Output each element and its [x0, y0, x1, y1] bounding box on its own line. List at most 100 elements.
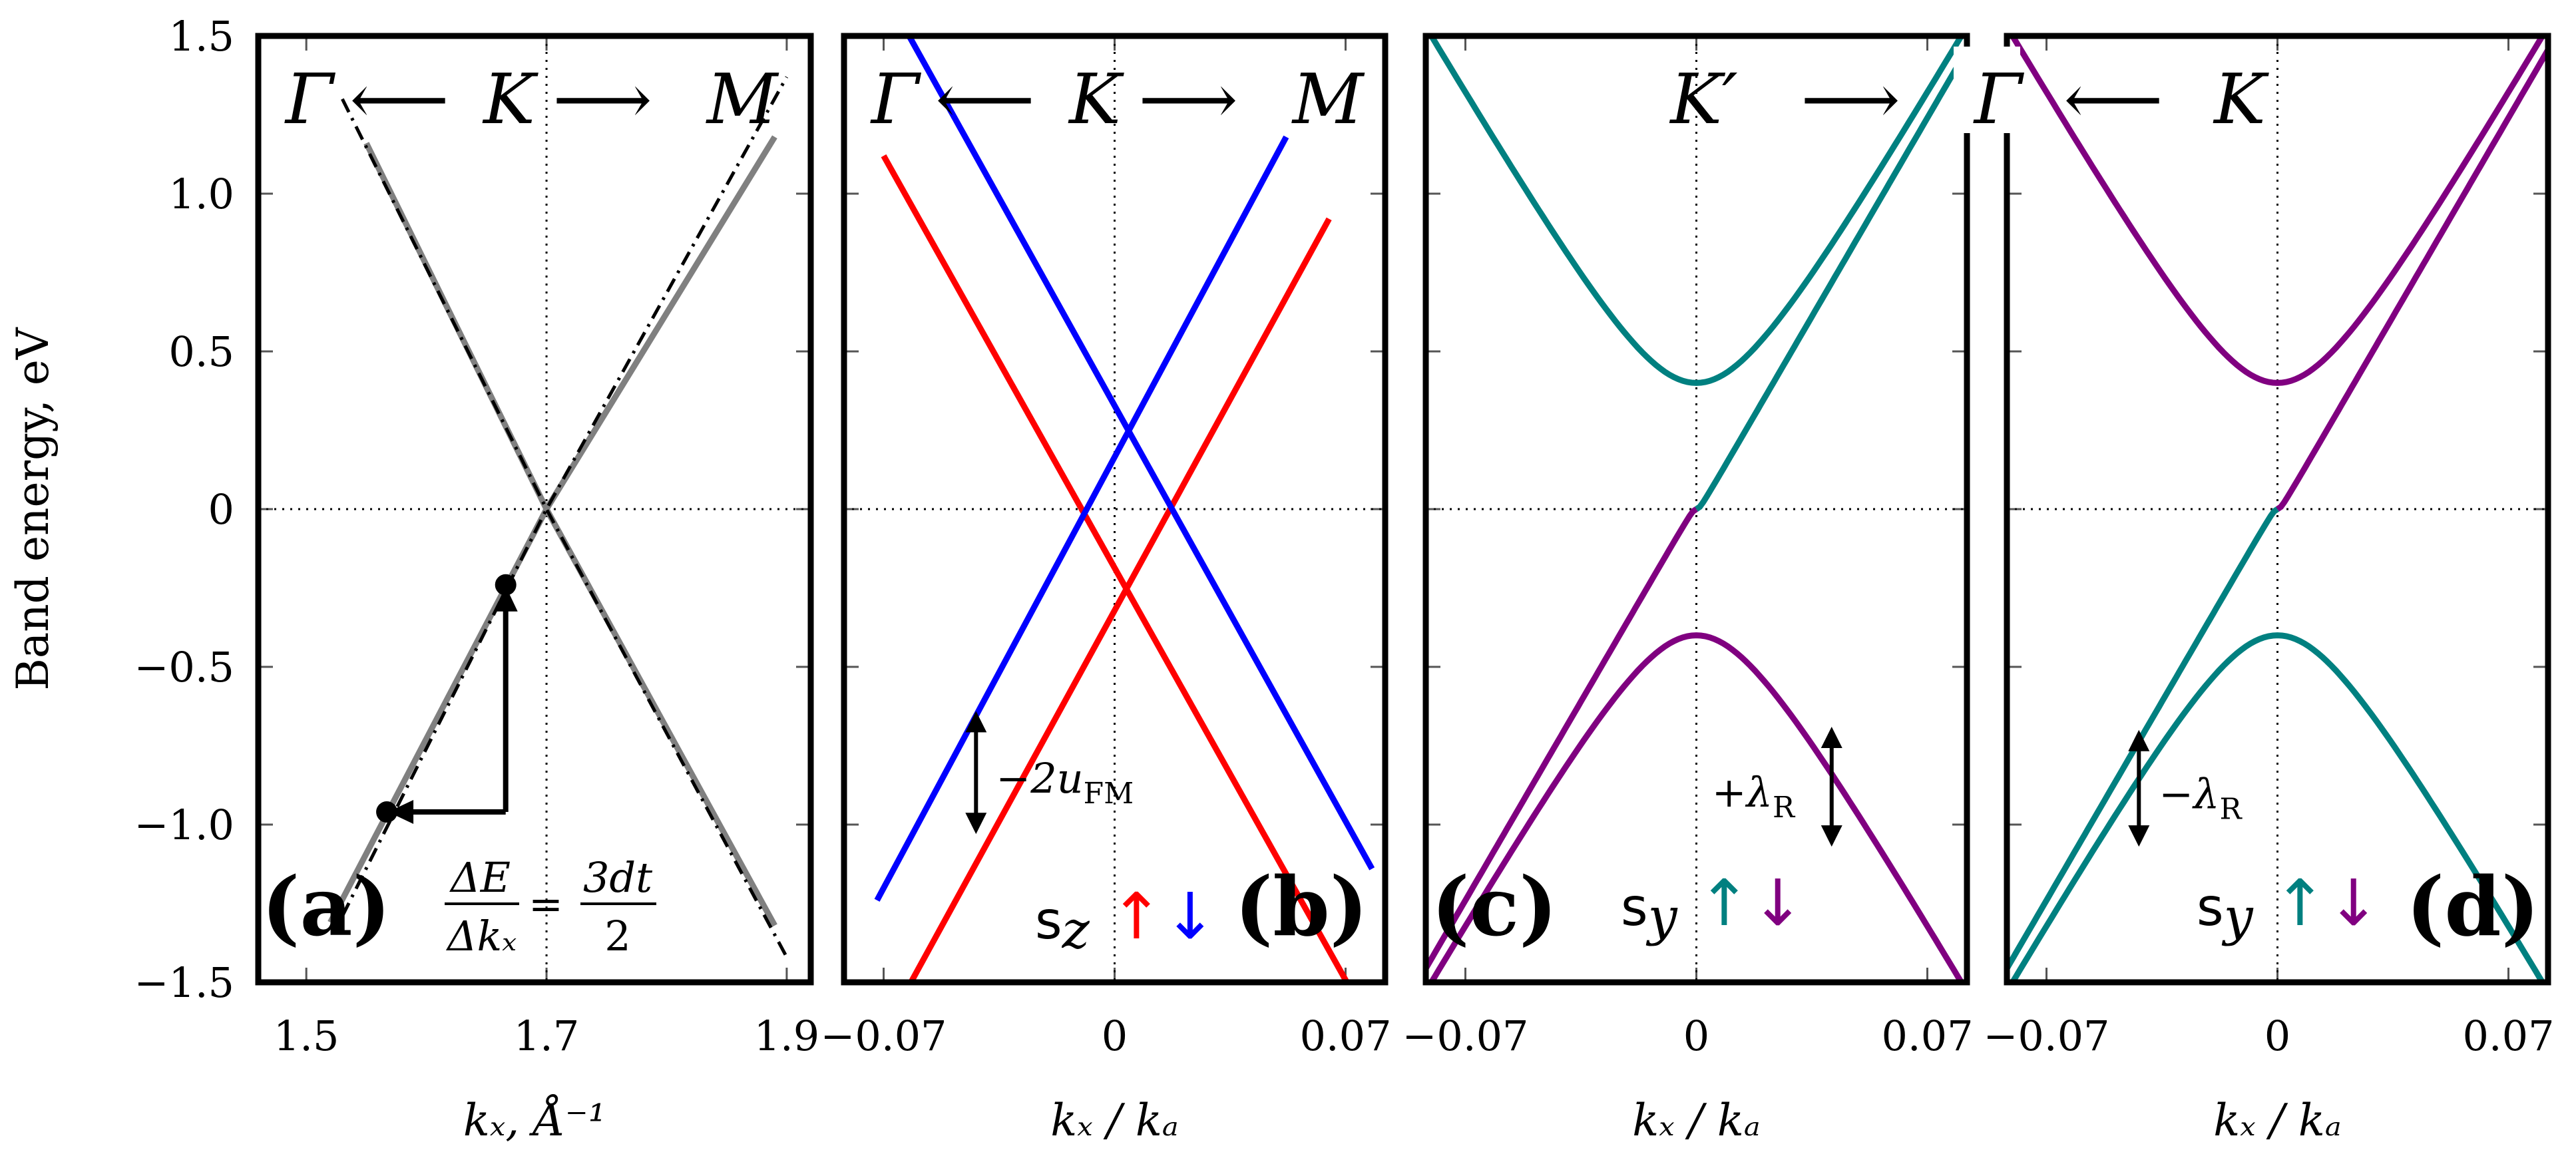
panel-a-tag: (a)	[262, 859, 391, 954]
panel-b-path-label-4: ⟶	[1138, 59, 1237, 140]
panel-c-spin-part-2: y	[1646, 887, 1678, 947]
panel-a-xtick-label: 1.7	[514, 1012, 580, 1060]
panel-b-plot-area	[874, 36, 1375, 982]
panel-b-gap-label: −2uFM	[996, 754, 1134, 811]
panel-b-spin-part-3: ↑	[1090, 879, 1164, 954]
panel-b-xtick-label: 0.07	[1299, 1012, 1391, 1060]
panel-d-spin-part-1: s	[2197, 878, 2224, 938]
panel-d-gap-label: −λR	[2159, 769, 2243, 826]
panel-b-path-label-3: K	[1068, 59, 1124, 140]
panel-b-gap-label-sub: FM	[1084, 777, 1134, 811]
formula-delta-e: ΔE	[449, 853, 511, 902]
panel-b-xtick-label: 0	[1102, 1012, 1128, 1060]
panel-d-xtick-label: 0.07	[2462, 1012, 2554, 1060]
panel-c-series-1	[1428, 36, 1965, 386]
panel-c-spin-label: sy ↑↓	[1621, 866, 1805, 947]
panel-b-xlabel: kₓ / kₐ	[1050, 1095, 1178, 1146]
gamma-label-backing	[1954, 47, 2020, 133]
panel-d-spin-part-3: ↑	[2253, 866, 2327, 940]
panel-c-spin-part-4: ↓	[1751, 866, 1805, 940]
panel-d-series-1	[2009, 36, 2546, 386]
panel-c-xtick-label: 0.07	[1881, 1012, 1973, 1060]
panel-c-xtick-label: −0.07	[1402, 1012, 1528, 1060]
panel-a-path-label-3: K	[482, 59, 538, 140]
panel-d-tag: (d)	[2406, 859, 2540, 954]
panel-a-series-3	[341, 98, 789, 958]
data-point	[495, 574, 517, 596]
delta-k-arrowhead	[388, 800, 414, 825]
ytick-label: 0.5	[168, 327, 234, 376]
panel-d-plot-area	[2007, 36, 2548, 982]
panel-b-gap-arrowhead-bottom	[965, 813, 987, 835]
panel-a-path-label-2: ⟵	[349, 59, 449, 140]
panel-c-path-label-3: Γ	[1973, 59, 2025, 140]
panel-a-series-1	[363, 142, 777, 927]
formula-numerator: 3dt	[583, 853, 652, 902]
panel-d-path-label-2: K	[2213, 59, 2269, 140]
ytick-label: 0	[208, 485, 234, 534]
panel-b-path-label-2: ⟵	[935, 59, 1034, 140]
panel-d-spin-label: sy ↑↓	[2197, 866, 2380, 947]
panel-c-series-4	[1695, 48, 1967, 512]
data-layer	[327, 36, 2548, 982]
panel-b-series-1	[881, 154, 1351, 982]
panel-d-series-2	[2009, 632, 2546, 982]
ytick-label: −0.5	[134, 643, 234, 691]
panel-b-path-label-5: M	[1291, 59, 1365, 140]
panel-c-series-3	[1426, 506, 1698, 970]
panel-a-path-label-4: ⟶	[552, 59, 652, 140]
panel-d-gap-label-sub: R	[2220, 792, 2243, 826]
panel-a-plot-area	[327, 76, 789, 958]
formula-denominator: 2	[604, 912, 630, 960]
tick-layer	[258, 35, 2548, 984]
panel-d-gap-arrowhead-bottom	[2128, 825, 2150, 847]
panel-a-xtick-label: 1.5	[274, 1012, 339, 1060]
ytick-label: 1.0	[168, 170, 234, 218]
panel-c-gap-label: +λR	[1712, 768, 1796, 825]
ylabel: Band energy, eV	[7, 327, 59, 691]
panel-b-spin-label: sz ↑↓	[1035, 879, 1217, 960]
panel-d-spin-part-2: y	[2222, 887, 2254, 947]
panel-a-series-4	[341, 76, 789, 917]
panel-d-series-3	[2007, 506, 2279, 970]
panel-a-path-label-1: Γ	[284, 59, 336, 140]
panel-a-frame	[255, 33, 814, 986]
panel-b-series-3	[905, 36, 1375, 871]
panel-a-path-label-5: M	[706, 59, 779, 140]
panel-c-gap-label-sub: R	[1773, 791, 1796, 825]
panel-c-gap-arrowhead-top	[1821, 727, 1842, 749]
panel-c-spin-part-1: s	[1621, 878, 1648, 938]
panel-a-series-2	[327, 135, 777, 924]
panel-c-path-label-2: ⟶	[1801, 59, 1900, 140]
panel-c-gap-arrowhead-bottom	[1821, 825, 1842, 847]
panel-c-spin-part-3: ↑	[1677, 866, 1751, 940]
panel-c-xlabel: kₓ / kₐ	[1632, 1095, 1760, 1146]
panel-b-xtick-label: −0.07	[820, 1012, 947, 1060]
panel-b-tag: (b)	[1235, 859, 1369, 954]
formula-delta-k: Δkₓ	[446, 912, 517, 960]
ytick-label: 1.5	[168, 12, 234, 61]
panel-b-gap-arrowhead-top	[965, 711, 987, 733]
panel-c-frame	[1422, 33, 1970, 986]
panel-b-spin-part-4: ↓	[1164, 879, 1217, 954]
panel-d-xtick-label: 0	[2264, 1012, 2290, 1060]
panel-c-plot-area	[1426, 36, 1967, 982]
panel-b-frame	[841, 33, 1389, 986]
panel-d-xtick-label: −0.07	[1983, 1012, 2109, 1060]
ytick-label: −1.5	[134, 958, 234, 1007]
panel-b-series-2	[907, 217, 1332, 982]
panel-d-spin-part-4: ↓	[2327, 866, 2380, 940]
panel-a-xlabel: kₓ, Å⁻¹	[463, 1095, 606, 1146]
panel-d-xlabel: kₓ / kₐ	[2213, 1095, 2341, 1146]
panel-b-spin-part-2: z	[1062, 900, 1090, 960]
panel-d-gap-arrowhead-top	[2128, 729, 2150, 751]
panel-c-series-2	[1428, 632, 1965, 982]
ytick-label: −1.0	[134, 801, 234, 849]
panel-d-frame	[2004, 33, 2551, 986]
panel-c-tag: (c)	[1431, 859, 1558, 954]
delta-e-arrowhead	[493, 586, 518, 612]
data-point	[376, 801, 398, 823]
panel-d-path-label-1: ⟵	[2063, 59, 2163, 140]
